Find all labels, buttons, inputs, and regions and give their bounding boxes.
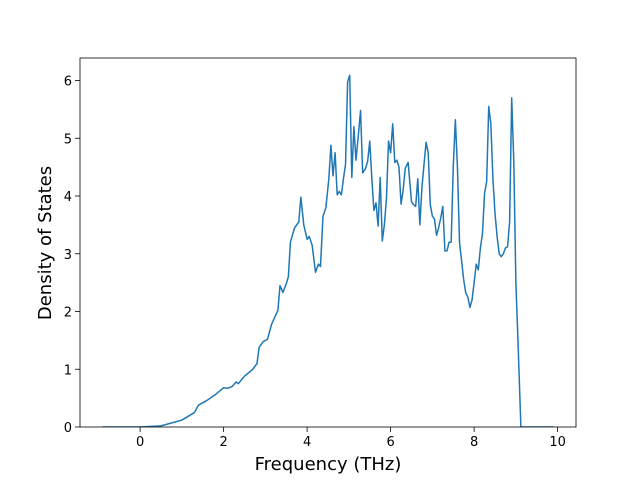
x-tick-label: 0 xyxy=(136,435,144,450)
y-tick-label: 5 xyxy=(64,132,72,147)
x-tick-label: 10 xyxy=(549,435,566,450)
y-tick-label: 4 xyxy=(64,190,72,205)
y-tick-label: 2 xyxy=(64,306,72,321)
y-tick-label: 3 xyxy=(64,248,72,263)
plot-frame xyxy=(79,57,577,428)
y-tick-label: 6 xyxy=(64,75,72,90)
line xyxy=(102,74,554,427)
x-tick-label: 6 xyxy=(386,435,394,450)
x-axis-label: Frequency (THz) xyxy=(255,454,402,475)
x-tick-label: 4 xyxy=(303,435,311,450)
y-tick-label: 1 xyxy=(64,363,72,378)
y-axis-label: Density of States xyxy=(35,166,56,320)
y-tick-label: 0 xyxy=(64,421,72,436)
x-tick-label: 8 xyxy=(470,435,478,450)
x-tick-label: 2 xyxy=(219,435,227,450)
